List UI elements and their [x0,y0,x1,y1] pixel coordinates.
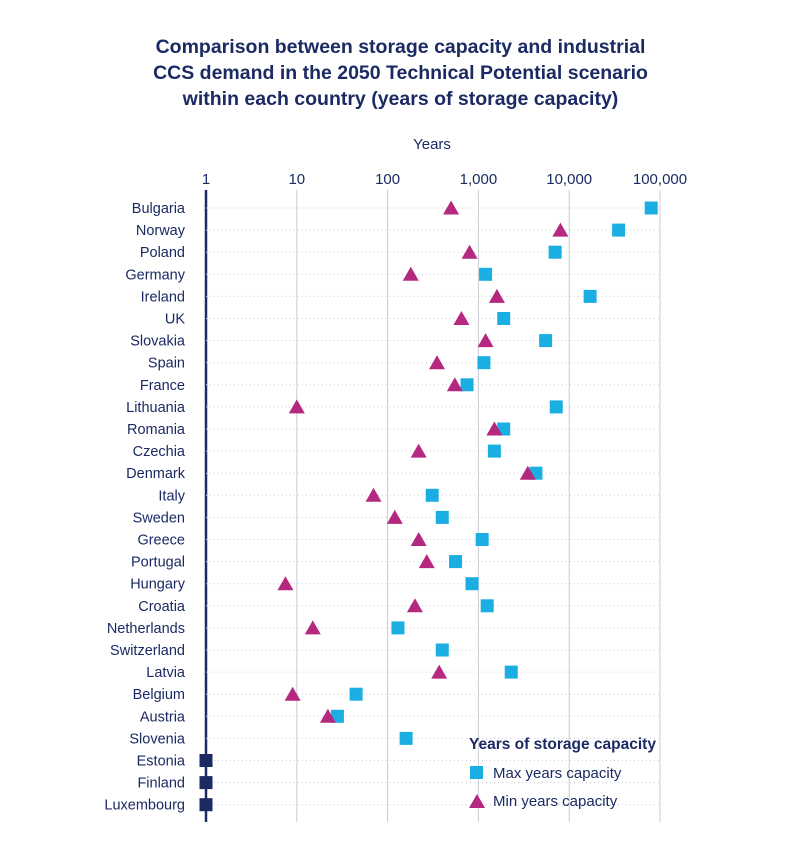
x-tick-label: 1 [202,171,210,188]
category-label: Belgium [133,687,185,703]
max-capacity-point [480,599,494,613]
min-capacity-point [418,554,435,569]
category-label: Greece [137,533,185,549]
chart-title-line-3: within each country (years of storage ca… [182,88,619,110]
category-label: Poland [140,245,185,261]
x-tick-label: 100,000 [633,171,687,188]
category-label: Ireland [141,289,185,305]
category-label: Austria [140,709,186,725]
x-axis: Years 1 10 100 1,000 10,000 100,000 [202,136,687,822]
category-label: Czechia [133,444,186,460]
category-label: Norway [136,223,186,239]
min-capacity-point [429,355,446,370]
min-capacity-point [443,200,460,215]
category-label: Spain [148,356,185,372]
max-capacity-point [477,356,491,370]
category-label: Estonia [137,754,186,770]
max-capacity-point [475,533,489,546]
max-capacity-point [330,709,344,723]
min-capacity-point [406,598,423,613]
max-capacity-point [549,400,563,414]
max-capacity-point [487,444,501,458]
min-capacity-point [386,509,403,524]
legend-title: Years of storage capacity [469,736,656,753]
max-capacity-point [199,754,213,767]
category-label: Bulgaria [132,201,186,217]
category-label: Latvia [146,665,186,681]
min-capacity-point [552,222,569,237]
min-capacity-point [402,266,419,281]
max-capacity-point [465,577,479,591]
category-label: Switzerland [110,643,185,659]
category-label: Netherlands [107,621,185,637]
category-label: Slovenia [129,731,186,747]
min-capacity-point [488,288,505,303]
chart-title: Comparison between storage capacity and … [0,34,801,112]
x-tick-label: 100 [375,171,400,188]
legend-max-square-icon [470,766,483,779]
min-capacity-point [431,664,448,679]
max-capacity-point [449,555,463,569]
min-capacity-point [461,244,478,259]
max-capacity-point [612,223,626,237]
category-label: UK [165,312,185,328]
max-capacity-point [497,312,511,325]
max-capacity-point [644,201,658,215]
legend-max-label: Max years capacity [493,765,622,782]
category-label: Germany [125,267,185,283]
category-label: Sweden [133,510,185,526]
min-capacity-point [365,487,382,502]
category-label: Denmark [126,466,186,482]
min-capacity-point [519,465,536,480]
min-capacity-point [477,333,494,348]
category-label: Slovakia [130,334,186,350]
chart-title-line-1: Comparison between storage capacity and … [155,36,646,58]
category-label: Hungary [130,577,186,593]
category-label: Romania [127,422,186,438]
min-capacity-point [319,708,336,723]
legend-min-label: Min years capacity [493,793,618,810]
legend-min-triangle-icon [469,794,485,808]
grid-lines [296,190,661,822]
x-tick-label: 10 [288,171,305,188]
min-capacity-point [284,686,301,701]
max-capacity-point [583,289,597,303]
min-capacity-point [304,620,321,635]
legend: Years of storage capacity Max years capa… [469,736,656,810]
min-capacity-point [446,377,463,392]
category-label: Croatia [138,599,186,615]
category-label: Luxembourg [104,798,185,814]
min-capacity-point [410,532,427,546]
max-capacity-point [460,378,474,392]
chart-title-line-2: CCS demand in the 2050 Technical Potenti… [153,62,648,84]
category-label: Lithuania [126,400,186,416]
data-marks [199,200,658,812]
max-capacity-point [479,267,493,281]
max-capacity-point [425,488,439,502]
x-tick-label: 10,000 [546,171,592,188]
min-capacity-point [410,443,427,458]
max-capacity-point [199,776,213,790]
min-capacity-point [486,421,503,436]
max-capacity-point [435,643,449,657]
max-capacity-point [548,245,562,259]
category-label: Portugal [131,555,185,571]
category-label: France [140,378,185,394]
max-capacity-point [391,621,405,635]
max-capacity-point [399,731,413,745]
max-capacity-point [435,510,449,524]
category-label: Italy [158,488,185,504]
x-tick-label: 1,000 [460,171,498,188]
max-capacity-point [504,665,518,679]
max-capacity-point [539,334,553,348]
max-capacity-point [349,687,363,701]
min-capacity-point [288,399,305,414]
category-rows: Bulgaria Norway Poland Germany Ireland UK Slov… [104,201,660,814]
category-label: Finland [137,776,185,792]
min-capacity-point [277,576,294,591]
max-capacity-point [199,798,213,812]
x-axis-label: Years [413,136,451,153]
min-capacity-point [453,311,470,325]
